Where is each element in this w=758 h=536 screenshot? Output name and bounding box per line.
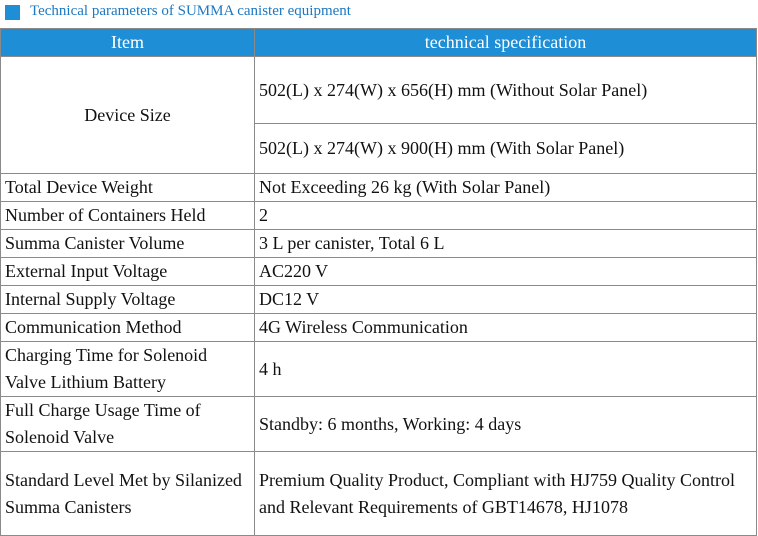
table-row: Communication Method 4G Wireless Communic… (0, 313, 757, 342)
item-cell: Full Charge Usage Time of Solenoid Valve (0, 396, 255, 452)
spec-cell: 4G Wireless Communication (254, 313, 757, 342)
spec-cell: 4 h (254, 341, 757, 397)
spec-cell: DC12 V (254, 285, 757, 314)
title-icon (5, 5, 20, 20)
spec-cell: Standby: 6 months, Working: 4 days (254, 396, 757, 452)
spec-cell: AC220 V (254, 257, 757, 286)
item-cell: Device Size (0, 56, 255, 174)
table-row: Charging Time for Solenoid Valve Lithium… (0, 341, 757, 397)
table-row: Number of Containers Held 2 (0, 201, 757, 230)
item-cell: Internal Supply Voltage (0, 285, 255, 314)
table-row: Device Size 502(L) x 274(W) x 656(H) mm (… (0, 56, 757, 174)
spec-cell: Not Exceeding 26 kg (With Solar Panel) (254, 173, 757, 202)
spec-cell: 3 L per canister, Total 6 L (254, 229, 757, 258)
table-row: Standard Level Met by Silanized Summa Ca… (0, 451, 757, 536)
item-cell: Number of Containers Held (0, 201, 255, 230)
spec-table: Item technical specification Device Size… (0, 28, 757, 536)
spec-cell: 2 (254, 201, 757, 230)
header-row: Item technical specification (0, 28, 757, 57)
item-cell: Summa Canister Volume (0, 229, 255, 258)
table-row: Total Device Weight Not Exceeding 26 kg (… (0, 173, 757, 202)
item-cell: Total Device Weight (0, 173, 255, 202)
spec-cell: 502(L) x 274(W) x 900(H) mm (With Solar … (254, 123, 757, 174)
table-row: External Input Voltage AC220 V (0, 257, 757, 286)
spec-cell: Premium Quality Product, Compliant with … (254, 451, 757, 536)
title: Technical parameters of SUMMA canister e… (30, 3, 351, 19)
spec-cell: 502(L) x 274(W) x 656(H) mm (Without Sol… (254, 56, 757, 124)
item-cell: Communication Method (0, 313, 255, 342)
item-cell: Standard Level Met by Silanized Summa Ca… (0, 451, 255, 536)
table-row: Internal Supply Voltage DC12 V (0, 285, 757, 314)
table-row: Full Charge Usage Time of Solenoid Valve… (0, 396, 757, 452)
item-cell: External Input Voltage (0, 257, 255, 286)
table-row: Summa Canister Volume 3 L per canister, T… (0, 229, 757, 258)
title-bar: Technical parameters of SUMMA canister e… (0, 0, 758, 27)
header-cell: Item (0, 28, 255, 57)
table-row: 502(L) x 274(W) x 900(H) mm (With Solar … (1, 123, 757, 174)
item-cell: Charging Time for Solenoid Valve Lithium… (0, 341, 255, 397)
header-cell: technical specification (254, 28, 757, 57)
